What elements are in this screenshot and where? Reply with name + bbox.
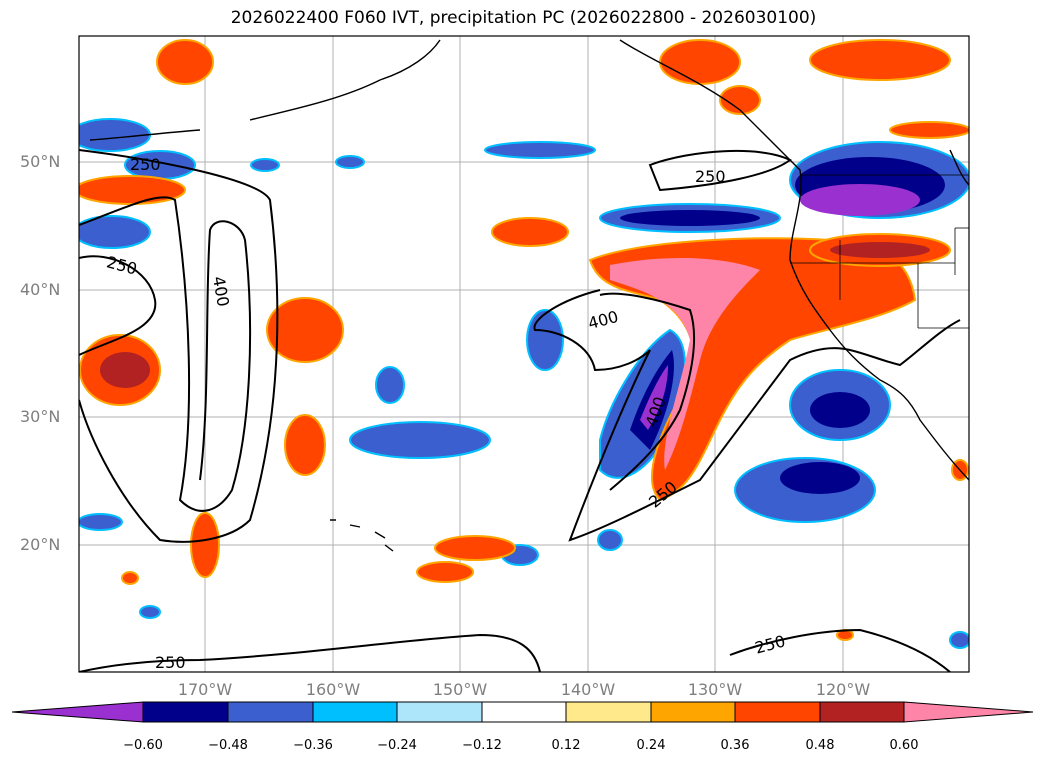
map-frame [78, 35, 970, 673]
contour-label: 250 [105, 252, 139, 278]
colorbar-tick-label: 0.36 [720, 738, 750, 753]
contour-label: 250 [155, 653, 186, 672]
contour-label: 250 [753, 631, 787, 657]
colorbar-tick-label: −0.60 [123, 738, 163, 753]
negative-precip-anomalies [79, 118, 969, 649]
colorbar-tick-label: 0.12 [551, 738, 581, 753]
map-title: 2026022400 F060 IVT, precipitation PC (2… [230, 8, 817, 28]
colorbar [11, 701, 1034, 723]
lat-label-30n: 30°N [20, 407, 61, 426]
contour-label: 250 [695, 167, 726, 186]
colorbar-tick-label: −0.12 [462, 738, 502, 753]
coastlines [89, 39, 969, 552]
contour-label: 400 [586, 307, 620, 333]
positive-precip-anomalies [79, 39, 969, 641]
lon-label-170w: 170°W [177, 680, 233, 699]
lat-label-20n: 20°N [20, 535, 61, 554]
lon-label-120w: 120°W [815, 680, 871, 699]
lon-label-140w: 140°W [560, 680, 616, 699]
lon-label-130w: 130°W [687, 680, 743, 699]
colorbar-tick-label: −0.48 [208, 738, 248, 753]
lon-label-160w: 160°W [305, 680, 361, 699]
lon-label-150w: 150°W [432, 680, 488, 699]
colorbar-tick-label: 0.24 [636, 738, 666, 753]
lat-label-50n: 50°N [20, 152, 61, 171]
colorbar-tick-label: −0.24 [377, 738, 417, 753]
borders [790, 174, 969, 329]
gridlines [79, 36, 969, 672]
contour-label: 250 [130, 155, 161, 174]
colorbar-tick-label: 0.60 [889, 738, 919, 753]
ivt-contours [79, 149, 961, 672]
colorbar-tick-label: 0.48 [805, 738, 835, 753]
lat-label-40n: 40°N [20, 280, 61, 299]
contour-label: 400 [209, 275, 233, 308]
colorbar-tick-label: −0.36 [293, 738, 333, 753]
